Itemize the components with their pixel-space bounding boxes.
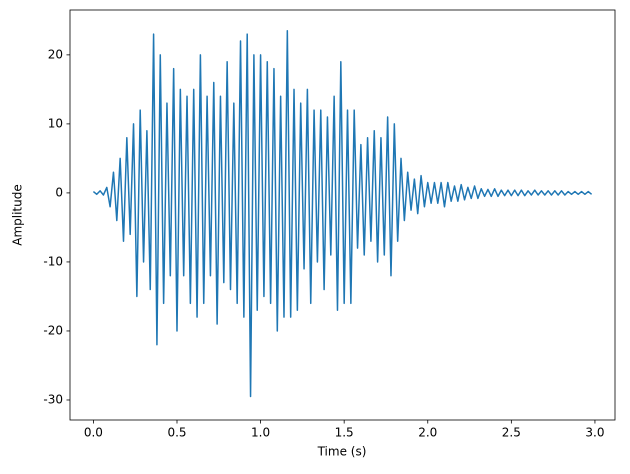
y-tick-label: 20 [48,47,63,61]
y-tick-label: -30 [43,392,63,406]
y-tick-label: -10 [43,254,63,268]
y-tick-label: 0 [55,185,63,199]
x-tick-label: 2.5 [502,426,521,440]
waveform-line [92,29,593,398]
x-axis-label: Time (s) [317,445,367,459]
y-tick-label: 10 [48,116,63,130]
x-tick-label: 2.0 [418,426,437,440]
x-tick-label: 1.0 [251,426,270,440]
y-tick-label: -20 [43,323,63,337]
x-tick-label: 1.5 [335,426,354,440]
x-tick-label: 3.0 [585,426,604,440]
x-tick-label: 0.5 [167,426,186,440]
plot-frame [69,9,616,421]
y-axis-label: Amplitude [11,184,25,246]
x-tick-label: 0.0 [84,426,103,440]
